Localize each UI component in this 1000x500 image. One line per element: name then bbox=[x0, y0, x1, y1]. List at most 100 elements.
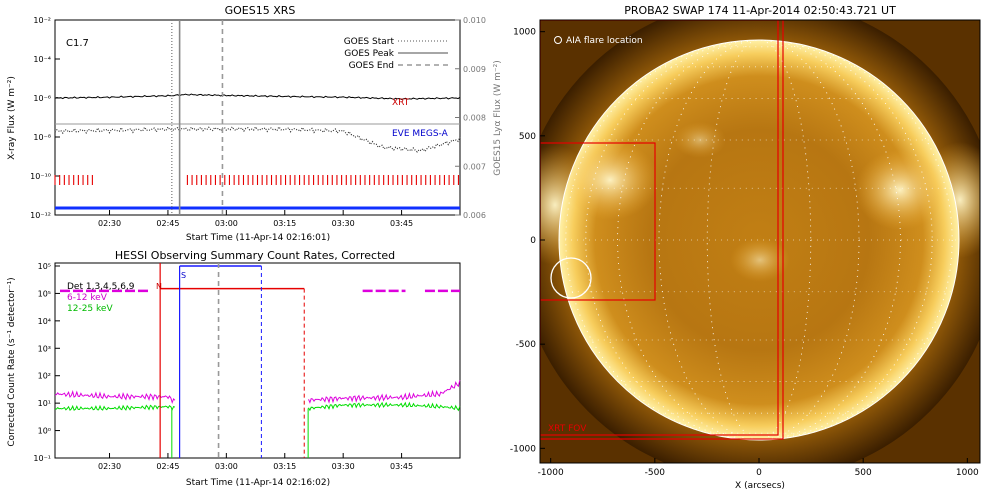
hessi-title: HESSI Observing Summary Count Rates, Cor… bbox=[115, 249, 395, 262]
swap-fov-label: XRT FOV bbox=[548, 424, 587, 434]
longitude-line bbox=[706, 40, 812, 440]
goes-xtick-label: 02:45 bbox=[156, 219, 179, 228]
goes-xtick-label: 03:45 bbox=[390, 219, 413, 228]
hessi-xtick-label: 02:45 bbox=[156, 462, 179, 471]
longitude-line bbox=[565, 40, 953, 440]
longitude-line bbox=[617, 40, 901, 440]
hessi-ytick-label: 10⁰ bbox=[38, 427, 51, 436]
swap-xtick-label: 500 bbox=[855, 468, 872, 478]
goes-flare-class: C1.7 bbox=[66, 38, 89, 49]
hessi-xlabel: Start Time (11-Apr-14 02:16:02) bbox=[186, 478, 330, 488]
hessi-ylabel: Corrected Count Rate (s⁻¹ detector⁻¹) bbox=[7, 277, 17, 446]
goes-legend: GOES Start GOES Peak GOES End bbox=[344, 37, 448, 71]
goes-ytick-label: 10⁻¹² bbox=[30, 211, 51, 220]
xrt-flux-line bbox=[54, 93, 461, 101]
goes-y2tick-label: 0.006 bbox=[463, 211, 486, 220]
active-region-west bbox=[855, 150, 945, 230]
goes-y2tick-label: 0.007 bbox=[463, 162, 486, 171]
hessi-panel: HESSI Observing Summary Count Rates, Cor… bbox=[7, 249, 461, 488]
swap-ytick-label: 0 bbox=[530, 236, 536, 246]
hessi-xtick-label: 03:15 bbox=[273, 462, 296, 471]
goes-legend-end: GOES End bbox=[349, 61, 394, 71]
hessi-xtick-label: 02:30 bbox=[98, 462, 121, 471]
goes-panel: GOES15 XRS 10⁻² 10⁻⁴ 10⁻⁶ 10⁻⁸ 10⁻¹⁰ 10⁻¹² 0.… bbox=[7, 4, 503, 243]
goes-ytick-label: 10⁻¹⁰ bbox=[30, 172, 51, 181]
goes-xtick-label: 03:30 bbox=[332, 219, 355, 228]
swap-legend-circle-icon bbox=[554, 36, 562, 44]
goes-eve-label: EVE MEGS-A bbox=[392, 129, 449, 139]
swap-xtick-label: 0 bbox=[756, 468, 762, 478]
hessi-ytick-label: 10⁵ bbox=[38, 262, 51, 271]
hessi-ytick-label: 10⁵ bbox=[38, 289, 51, 298]
swap-ytick-label: -500 bbox=[516, 340, 537, 350]
goes-ylabel: X-ray Flux (W m⁻²) bbox=[7, 76, 17, 160]
hessi-plot-frame bbox=[54, 262, 461, 459]
hessi-ytick-label: 10¹ bbox=[38, 399, 51, 408]
longitude-line bbox=[658, 40, 860, 440]
goes-x-axis: 02:30 02:45 03:00 03:15 03:30 03:45 bbox=[98, 210, 413, 228]
hessi-legend-12-25: 12-25 keV bbox=[67, 304, 113, 314]
swap-ytick-label: -1000 bbox=[510, 444, 536, 454]
hessi-xtick-label: 03:30 bbox=[332, 462, 355, 471]
swap-frame bbox=[539, 19, 981, 464]
hessi-s-label: S bbox=[181, 271, 186, 280]
swap-xlabel: X (arcsecs) bbox=[735, 481, 785, 491]
goes-xtick-label: 02:30 bbox=[98, 219, 121, 228]
goes-y2tick-label: 0.008 bbox=[463, 114, 486, 123]
goes-title: GOES15 XRS bbox=[225, 4, 296, 17]
hessi-ytick-label: 10⁴ bbox=[38, 317, 51, 326]
goes-y2-axis: 0.010 0.009 0.008 0.007 0.006 bbox=[455, 16, 486, 220]
goes-ytick-label: 10⁻⁶ bbox=[33, 94, 51, 103]
goes-y2label: GOES15 Lyα Flux (W m⁻²) bbox=[493, 60, 503, 176]
active-region-east bbox=[562, 140, 658, 220]
xrt-fov-inner bbox=[540, 20, 779, 436]
swap-x-axis: -1000 -500 0 500 1000 bbox=[538, 458, 979, 478]
hessi-legend-6-12: 6-12 keV bbox=[67, 293, 108, 303]
hessi-xtick-label: 03:45 bbox=[390, 462, 413, 471]
goes-xrt-label: XRT bbox=[392, 98, 410, 108]
swap-eve-box bbox=[540, 142, 656, 301]
hessi-legend: Det 1,3,4,5,6,9 6-12 keV 12-25 keV bbox=[67, 282, 135, 314]
swap-y-axis: 1000 500 0 -500 -1000 bbox=[510, 28, 545, 454]
hessi-ytick-label: 10⁻¹ bbox=[33, 454, 51, 463]
active-region-center bbox=[730, 238, 790, 282]
goes-ytick-label: 10⁻² bbox=[33, 16, 51, 25]
goes-legend-start: GOES Start bbox=[344, 37, 395, 47]
hessi-x-axis: 02:30 02:45 03:00 03:15 03:30 03:45 bbox=[98, 453, 413, 471]
goes-y-axis: 10⁻² 10⁻⁴ 10⁻⁶ 10⁻⁸ 10⁻¹⁰ 10⁻¹² bbox=[30, 16, 60, 220]
longitude-line bbox=[585, 40, 933, 440]
swap-limb-circle bbox=[558, 39, 960, 441]
swap-xtick-label: -500 bbox=[645, 468, 666, 478]
hessi-legend-det: Det 1,3,4,5,6,9 bbox=[67, 282, 135, 292]
swap-heliographic-grid bbox=[559, 40, 959, 440]
hessi-6-12kev-line bbox=[54, 379, 461, 405]
hessi-12-25kev-line bbox=[54, 401, 461, 412]
hessi-xtick-label: 03:00 bbox=[215, 462, 238, 471]
goes-xtick-label: 03:15 bbox=[273, 219, 296, 228]
swap-legend-label: AIA flare location bbox=[566, 36, 643, 46]
hessi-n-label: N bbox=[156, 282, 162, 291]
swap-xtick-label: 1000 bbox=[956, 468, 979, 478]
goes-y2tick-label: 0.010 bbox=[463, 16, 486, 25]
swap-ytick-label: 500 bbox=[519, 132, 536, 142]
goes-xtick-label: 03:00 bbox=[215, 219, 238, 228]
swap-xrt-fov bbox=[540, 20, 784, 440]
goes-xlabel: Start Time (11-Apr-14 02:16:01) bbox=[186, 233, 330, 243]
swap-aia-flare-circle bbox=[550, 257, 592, 299]
goes-y2tick-label: 0.009 bbox=[463, 65, 486, 74]
hessi-ytick-label: 10² bbox=[38, 372, 51, 381]
goes-plot-frame bbox=[54, 19, 461, 216]
goes-marks bbox=[54, 20, 461, 215]
swap-title: PROBA2 SWAP 174 11-Apr-2014 02:50:43.721… bbox=[624, 4, 896, 17]
swap-xtick-label: -1000 bbox=[538, 468, 564, 478]
goes-ytick-label: 10⁻⁸ bbox=[33, 133, 51, 142]
swap-image: AIA flare location XRT FOV bbox=[540, 20, 980, 463]
goes-legend-peak: GOES Peak bbox=[344, 49, 394, 59]
swap-panel: PROBA2 SWAP 174 11-Apr-2014 02:50:43.721… bbox=[510, 4, 981, 491]
hessi-ytick-label: 10³ bbox=[38, 344, 51, 353]
eve-flux-line bbox=[54, 125, 461, 153]
goes-ytick-label: 10⁻⁴ bbox=[33, 55, 51, 64]
swap-ytick-label: 1000 bbox=[513, 28, 536, 38]
hessi-y-axis: 10⁵ 10⁵ 10⁴ 10³ 10² 10¹ 10⁰ 10⁻¹ bbox=[33, 262, 60, 463]
